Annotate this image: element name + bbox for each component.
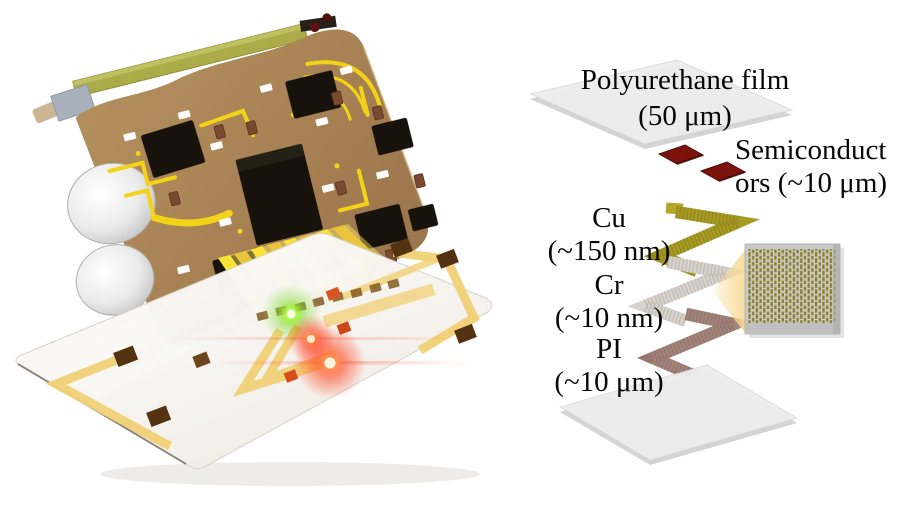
label-polyurethane-line1: Polyurethane film (580, 64, 790, 96)
film-sheen (87, 258, 363, 402)
label-cr-line2: (~10 nm) (554, 302, 664, 334)
sheet-face (528, 59, 794, 145)
ic-sheen (235, 143, 305, 172)
right-panel (528, 59, 844, 465)
label-cu-line1: Cu (592, 202, 626, 234)
label-cr: Cr (~10 nm) (534, 269, 684, 335)
bead-component (322, 13, 332, 23)
label-pi-line1: PI (596, 333, 622, 365)
led-film (15, 232, 492, 470)
label-semiconductors-line1: Semiconduct (735, 134, 887, 166)
serpentine-micrograph-inset (744, 243, 844, 338)
semiconductor-chips (657, 144, 747, 182)
bead-component (309, 22, 320, 33)
ic-chips (140, 70, 439, 290)
left-panel (15, 13, 492, 486)
red-led-core (307, 335, 315, 343)
sheet-face (559, 364, 798, 461)
label-cu-line2: (~150 nm) (547, 235, 671, 267)
film-shadow (100, 462, 480, 486)
edge-strip-highlight (72, 23, 305, 87)
label-semiconductors: Semiconduct ors (~10 μm) (735, 134, 900, 200)
label-cr-line1: Cr (594, 269, 624, 301)
label-pi: PI (~10 μm) (534, 333, 684, 399)
substrate-sheet (559, 364, 798, 465)
red-led-core (324, 357, 336, 369)
film-sheen (51, 232, 337, 395)
green-led-core (286, 309, 296, 319)
pi-serpentine-layer (637, 307, 755, 383)
polyurethane-sheet (528, 59, 794, 149)
micrograph-right-shade (833, 244, 840, 334)
label-semiconductors-line2: ors (~10 μm) (735, 167, 888, 199)
label-polyurethane-line2: (50 μm) (638, 100, 732, 132)
label-cu: Cu (~150 nm) (534, 202, 684, 268)
cr-serpentine-layer (627, 255, 748, 327)
micrograph-pattern (748, 249, 837, 323)
micrograph-bottom-strip (745, 323, 840, 334)
label-pi-line2: (~10 μm) (554, 366, 664, 398)
magnifier-cone (712, 249, 746, 334)
label-polyurethane: Polyurethane film (50 μm) (540, 62, 830, 134)
battery-disc (67, 162, 156, 245)
